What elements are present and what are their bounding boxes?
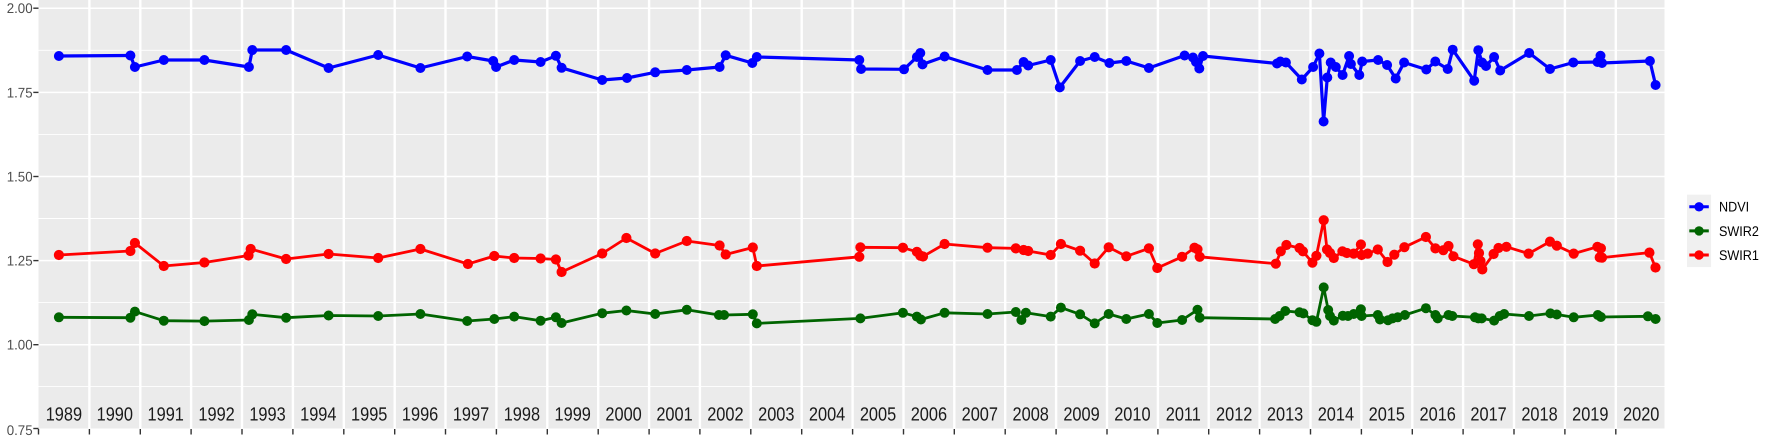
svg-text:2007: 2007 [962,404,998,425]
svg-text:SWIR2: SWIR2 [1719,223,1759,239]
svg-text:1997: 1997 [453,404,489,425]
svg-text:1995: 1995 [351,404,387,425]
svg-text:1.75: 1.75 [7,84,33,100]
svg-text:1992: 1992 [198,404,234,425]
svg-text:1.00: 1.00 [7,337,33,353]
svg-text:1999: 1999 [555,404,591,425]
svg-text:2009: 2009 [1063,404,1099,425]
svg-text:2006: 2006 [911,404,947,425]
svg-text:2014: 2014 [1318,404,1355,425]
svg-text:1989: 1989 [46,404,82,425]
svg-text:1994: 1994 [300,404,337,425]
svg-text:1990: 1990 [97,404,133,425]
svg-text:2020: 2020 [1623,404,1659,425]
svg-text:2012: 2012 [1216,404,1252,425]
svg-text:2000: 2000 [605,404,641,425]
svg-text:2017: 2017 [1470,404,1506,425]
svg-text:2011: 2011 [1166,404,1201,425]
svg-text:1.25: 1.25 [7,253,33,269]
svg-text:2002: 2002 [707,404,743,425]
svg-text:0.75: 0.75 [7,422,33,438]
svg-text:SWIR1: SWIR1 [1719,247,1759,263]
svg-text:2013: 2013 [1267,404,1303,425]
svg-text:1998: 1998 [504,404,540,425]
svg-text:2019: 2019 [1572,404,1608,425]
svg-text:1993: 1993 [249,404,285,425]
svg-text:2008: 2008 [1013,404,1049,425]
svg-text:1991: 1991 [148,404,184,425]
svg-text:2016: 2016 [1420,404,1456,425]
svg-text:2018: 2018 [1521,404,1557,425]
svg-text:2003: 2003 [758,404,794,425]
svg-text:1996: 1996 [402,404,438,425]
svg-text:2001: 2001 [656,404,692,425]
svg-text:NDVI: NDVI [1719,199,1749,215]
svg-text:2005: 2005 [860,404,896,425]
svg-text:2004: 2004 [809,404,846,425]
svg-text:2010: 2010 [1114,404,1150,425]
svg-text:1.50: 1.50 [7,169,33,185]
svg-text:2.00: 2.00 [7,0,33,16]
svg-text:2015: 2015 [1369,404,1405,425]
